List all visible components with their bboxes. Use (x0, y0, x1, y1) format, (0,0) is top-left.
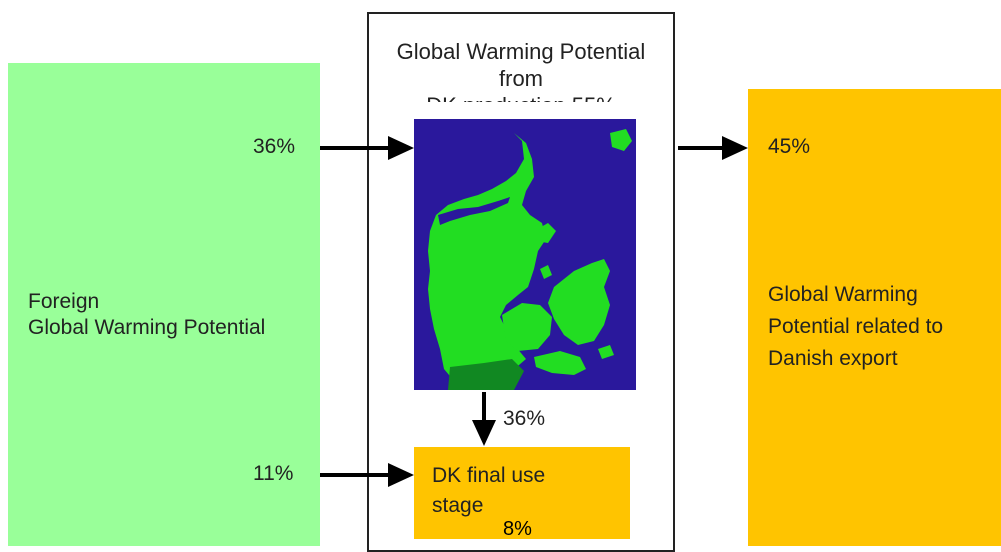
dk-final-use-label: DK final use stage (432, 461, 612, 521)
title-line2: from (499, 66, 543, 91)
title-line3: DK production 55% (369, 92, 673, 102)
foreign-to-final-use-pct: 11% (253, 462, 294, 485)
dk-production-title: Global Warming Potential from DK product… (369, 38, 673, 102)
arrow-foreign-to-final-use (320, 463, 414, 487)
title-line1: Global Warming Potential (396, 39, 646, 64)
production-to-final-use-pct: 36% (503, 407, 546, 430)
export-pct: 45% (768, 135, 811, 158)
foreign-label-line2: Global Warming Potential (28, 316, 266, 339)
map-jutland (428, 133, 546, 381)
map-lolland (534, 351, 586, 375)
export-gwp-label: Global Warming Potential related to Dani… (768, 279, 993, 375)
map-island-samso (540, 265, 552, 279)
export-label-line3: Danish export (768, 347, 898, 370)
map-schleswig (448, 359, 524, 390)
final-use-line2: stage (432, 494, 484, 517)
map-island-djursland (534, 223, 556, 243)
dk-final-use-pct: 8% (503, 518, 532, 540)
map-funen (502, 303, 552, 351)
final-use-line1: DK final use (432, 464, 546, 487)
dk-final-use-box (414, 447, 630, 539)
export-gwp-box (748, 89, 1001, 546)
arrow-production-to-final-use (472, 392, 496, 446)
foreign-label-line1: Foreign (28, 290, 100, 313)
export-label-line2: Potential related to (768, 315, 944, 338)
foreign-gwp-box (8, 63, 320, 546)
export-label-line1: Global Warming (768, 283, 918, 306)
foreign-to-production-pct: 36% (253, 135, 296, 158)
map-island-mon (598, 345, 614, 359)
denmark-map (414, 119, 636, 390)
foreign-gwp-label: Foreign Global Warming Potential (28, 289, 308, 341)
map-limfjord (438, 197, 510, 225)
arrow-production-to-export (678, 136, 748, 160)
arrow-foreign-to-production (320, 136, 414, 160)
map-bornholm (610, 129, 632, 151)
map-zealand (548, 259, 610, 345)
